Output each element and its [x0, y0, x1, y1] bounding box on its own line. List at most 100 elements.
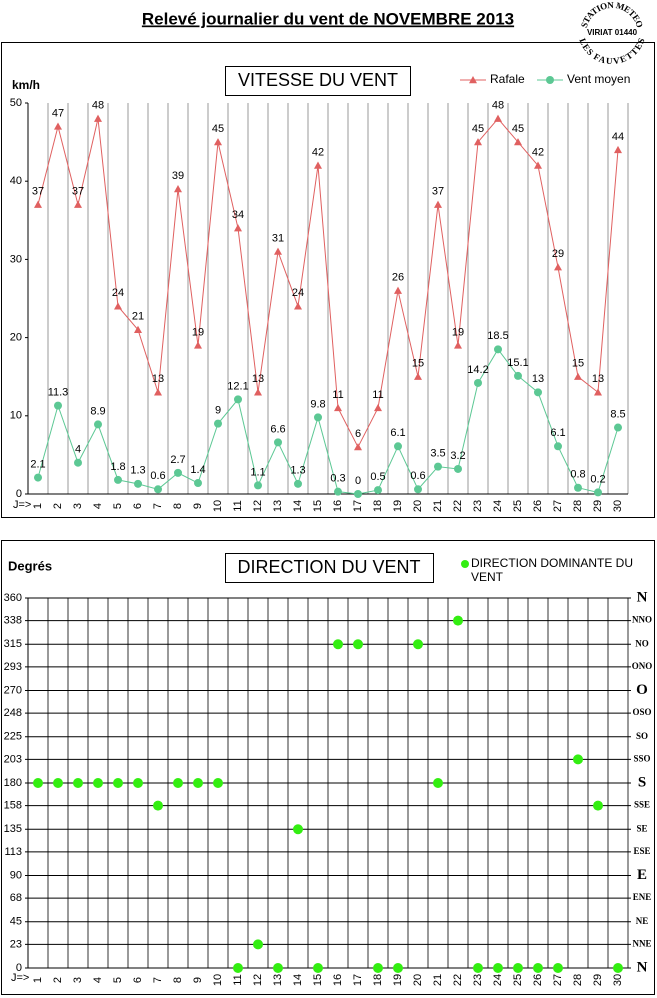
y2-tick-label: ENE [633, 892, 652, 902]
data-label: 24 [112, 287, 124, 299]
marker [473, 963, 483, 973]
data-label: 1.4 [190, 464, 205, 476]
y2-tick-label: N [637, 589, 648, 605]
legend-label: Rafale [490, 72, 525, 86]
data-label: 13 [532, 373, 544, 385]
marker [554, 263, 562, 271]
y2-tick-label: N [637, 959, 648, 975]
marker [554, 442, 562, 451]
page-title: Relevé journalier du vent de NOVEMBRE 20… [142, 9, 514, 28]
y-tick-label: 10 [10, 410, 22, 422]
marker [393, 963, 403, 973]
marker [593, 800, 603, 811]
data-label: 11 [372, 389, 383, 401]
marker [333, 639, 343, 650]
x-tick-label: 17 [352, 500, 364, 512]
y-tick-label: 50 [10, 97, 22, 109]
data-label: 9.8 [310, 398, 325, 410]
data-label: 37 [72, 186, 84, 198]
x-tick-label: 28 [572, 974, 584, 986]
legend-marker [546, 76, 554, 84]
data-label: 19 [452, 326, 464, 338]
marker [613, 963, 623, 973]
x-tick-label: 16 [332, 974, 344, 986]
y-tick-label: 68 [10, 892, 22, 904]
marker [493, 963, 503, 973]
y-tick-label: 360 [4, 592, 22, 604]
x-tick-label: 3 [72, 977, 84, 983]
data-label: 6 [355, 428, 361, 440]
stamp-top: STATION METEO [579, 0, 645, 29]
y2-tick-label: SO [636, 731, 648, 741]
x-tick-label: 9 [192, 977, 204, 983]
marker [253, 939, 263, 950]
x-tick-label: 18 [372, 974, 384, 986]
marker [274, 247, 282, 255]
y-tick-label: 0 [16, 488, 22, 500]
y-tick-label: 45 [10, 916, 22, 928]
data-label: 4 [75, 444, 81, 456]
data-label: 18.5 [487, 330, 508, 342]
x-tick-label: 24 [492, 974, 504, 986]
x-tick-label: 8 [172, 977, 184, 983]
x-tick-label: 5 [112, 503, 124, 509]
marker [33, 778, 43, 788]
data-label: 0.6 [150, 470, 165, 482]
y-tick-label: 135 [4, 823, 22, 835]
data-label: 45 [512, 123, 524, 135]
stamp-bottom-text: LES FAUVETTES [577, 37, 647, 67]
y2-tick-label: NNE [632, 938, 651, 948]
marker [74, 458, 82, 467]
y-tick-label: 23 [10, 938, 22, 950]
legend-label: DIRECTION DOMINANTE DU VENT [471, 556, 633, 584]
x-tick-label: 17 [352, 974, 364, 986]
marker [254, 388, 262, 396]
marker [194, 479, 202, 488]
data-label: 44 [612, 131, 624, 143]
data-label: 15 [412, 358, 424, 370]
data-label: 0.2 [590, 473, 605, 485]
marker [594, 388, 602, 396]
data-label: 47 [52, 107, 64, 119]
x-tick-label: 22 [452, 974, 464, 986]
marker [74, 200, 82, 208]
y2-tick-label: SSE [634, 800, 650, 810]
marker [214, 138, 222, 146]
x-tick-label: 23 [472, 974, 484, 986]
x-tick-label: 28 [572, 500, 584, 512]
y-axis-label: Degrés [8, 558, 52, 573]
marker [434, 462, 442, 471]
marker [233, 963, 243, 973]
y2-tick-label: OSO [632, 707, 651, 717]
marker [134, 479, 142, 488]
marker [314, 161, 322, 169]
data-label: 1.3 [290, 465, 305, 477]
data-label: 21 [132, 311, 144, 323]
marker [234, 224, 242, 232]
data-label: 11.3 [48, 387, 69, 399]
marker [53, 778, 63, 788]
chart-frame [1, 540, 655, 995]
y2-tick-label: O [636, 682, 648, 698]
marker [353, 639, 363, 650]
marker [114, 475, 122, 484]
x-tick-label: 20 [412, 974, 424, 986]
x-tick-label: 5 [112, 977, 124, 983]
x-tick-label: 1 [32, 503, 44, 509]
marker [414, 485, 422, 494]
data-label: 26 [392, 272, 404, 284]
x-tick-label: 26 [532, 974, 544, 986]
y-tick-label: 180 [4, 777, 22, 789]
data-label: 45 [472, 123, 484, 135]
x-tick-label: 21 [432, 500, 444, 512]
marker [374, 486, 382, 495]
legend-marker [469, 76, 477, 84]
marker [474, 378, 482, 387]
marker [174, 468, 182, 477]
x-tick-label: 19 [392, 500, 404, 512]
chart-frame [1, 42, 655, 518]
y2-tick-label: E [637, 867, 647, 883]
marker [394, 286, 402, 294]
data-label: 1.1 [250, 466, 265, 478]
data-label: 2.1 [30, 458, 45, 470]
